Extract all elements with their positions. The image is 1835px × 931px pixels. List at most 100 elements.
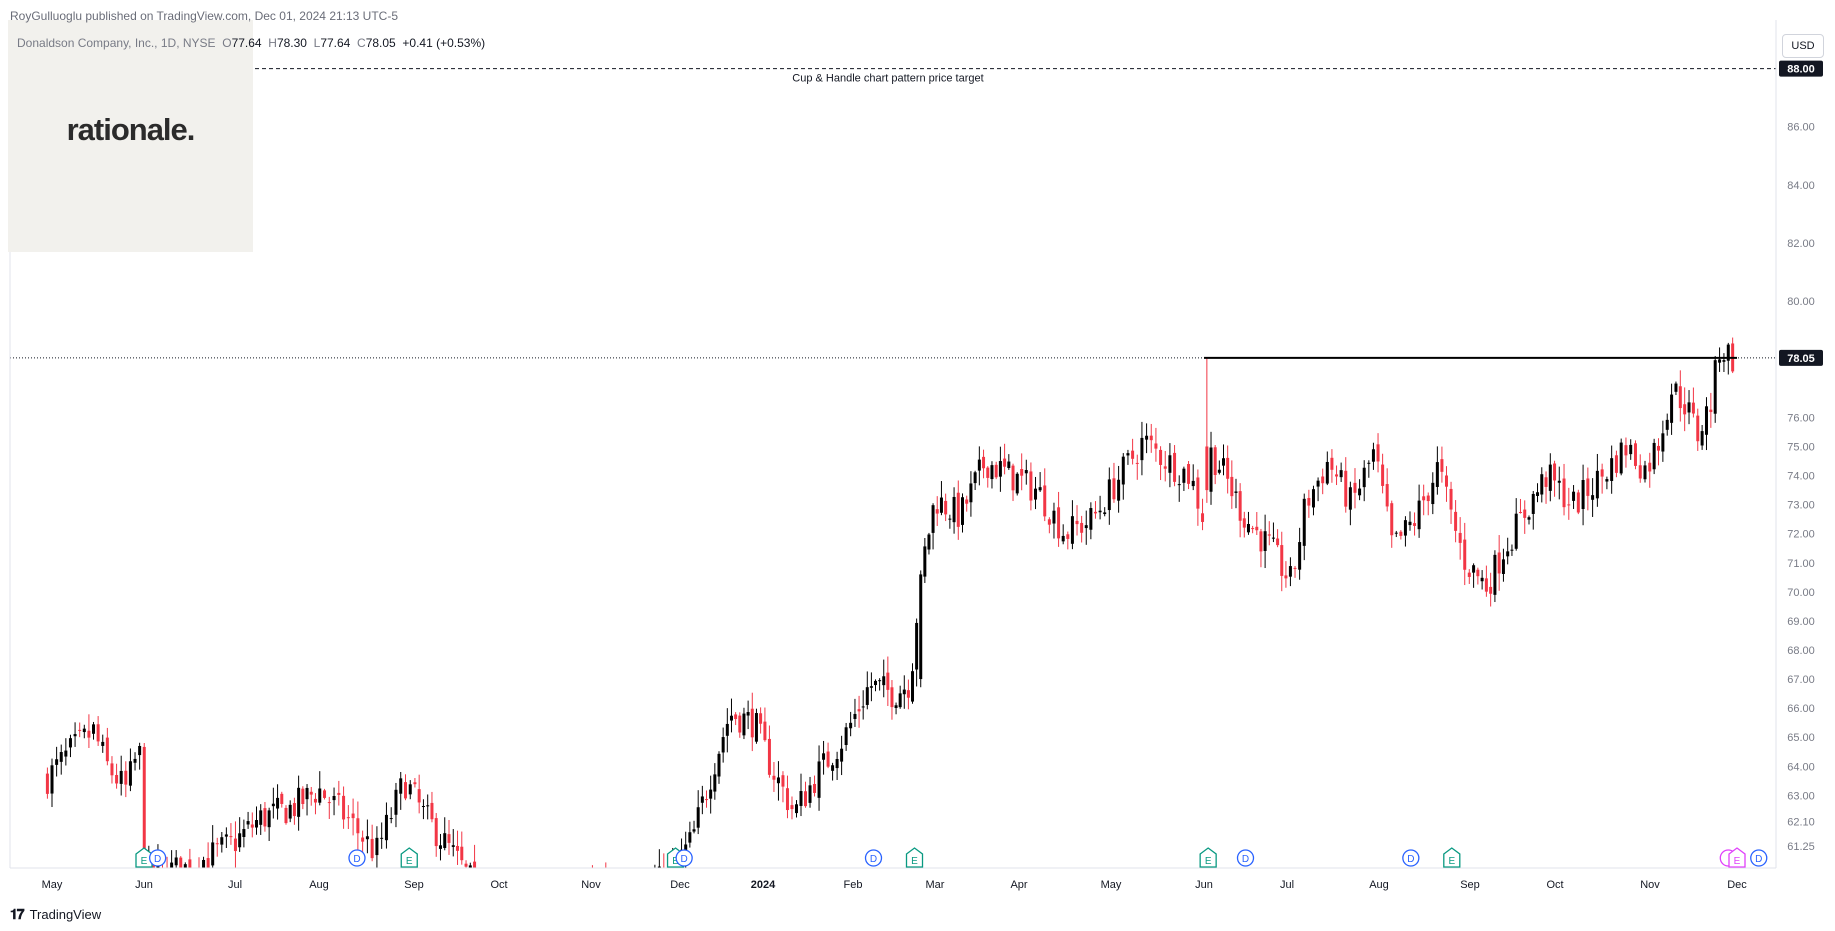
candle-body [365,836,369,840]
candle-body [531,905,534,926]
candle-body [609,883,612,895]
candle-body [477,877,480,902]
candle-body [1230,476,1234,497]
candle-body [170,862,174,868]
candle-body [1591,495,1595,500]
candle-body [894,705,898,708]
time-tick-label: Nov [1640,879,1660,891]
candle-body [1718,359,1722,363]
candle-body [394,789,398,815]
candle-body [1670,394,1674,423]
candle-body [559,903,562,904]
candle-body [640,905,643,912]
candle-body [1335,474,1339,477]
dividend-marker-icon [675,849,693,867]
candle-body [1117,479,1121,501]
candle-body [1182,468,1186,483]
candle-body [923,546,927,577]
candle-body [399,778,403,794]
candle-body [790,805,794,810]
candle-body [1267,534,1271,536]
candle-body [486,914,489,915]
candle-body [92,724,96,734]
candle-body [1444,475,1448,487]
candle-body [1540,474,1544,495]
candle-body [133,758,137,763]
candle-body [700,796,704,803]
candle-body [1191,480,1195,487]
candle-body [799,791,803,806]
candle-body [1242,518,1246,528]
candle-body [627,901,630,905]
candle-body [1316,480,1320,487]
candle-body [857,709,861,712]
high-value: 78.30 [276,36,307,50]
candle-body [1726,344,1730,361]
candle-body [965,499,969,504]
candle-body [1205,446,1209,491]
candle-body [853,713,857,719]
dividend-marker-label: D [681,854,688,865]
published-info: RoyGulluoglu published on TradingView.co… [10,9,399,23]
open-value: 77.64 [231,36,262,50]
candle-body [224,834,228,837]
candle-body [64,750,68,757]
candle-body [1722,360,1726,362]
candle-body [202,859,206,868]
candle-body [101,741,105,746]
candle-body [337,792,341,795]
candle-body [138,745,142,756]
candle-body [705,799,709,801]
candle-body [124,770,128,785]
candle-body [115,774,119,784]
candle-body [948,518,952,520]
candle-body [73,734,77,737]
candle-body [1098,510,1102,513]
candle-body [460,846,464,861]
candle-body [536,909,539,929]
candle-body [517,915,520,920]
time-axis[interactable]: May Jun Jul Aug Sep Oct Nov Dec 2024 Feb Mar Apr May… [9,20,1776,891]
time-tick-label: Oct [1546,879,1563,891]
candle-body [1652,442,1656,470]
candle-body [865,687,869,705]
candle-body [1527,517,1531,520]
candle-body [1458,532,1462,543]
price-tick-label: 73.00 [1787,500,1815,512]
symbol-legend[interactable]: Donaldson Company, Inc., 1D, NYSE O77.64… [17,36,485,50]
price-tick-label: 75.00 [1787,442,1815,454]
candle-body [1562,478,1566,508]
candle-body [662,869,665,892]
close-value: 78.05 [365,36,396,50]
currency-button[interactable]: USD [1782,34,1824,58]
candle-body [447,834,451,843]
candle-body [1038,487,1042,491]
candle-body [759,713,763,724]
candle-body [1435,462,1439,487]
price-tick-label: 86.00 [1787,122,1815,134]
candle-body [430,802,434,820]
price-tick-label: 64.00 [1787,761,1815,773]
candle-body [1633,443,1637,466]
candle-body [717,753,721,777]
candle-body [644,887,647,905]
candle-body [844,727,848,746]
candle-body [1271,537,1275,539]
candle-body [1687,402,1691,413]
dividend-marker-icon [1402,849,1420,867]
time-tick-label: Jun [135,879,153,891]
candle-body [886,672,890,690]
earnings-marker-label: E [1205,856,1212,867]
candle-body [482,904,485,909]
footer-brand[interactable]: 𝟏𝟕 TradingView [10,906,101,923]
time-tick-label: Mar [926,879,945,891]
change-value: +0.41 (+0.53%) [402,36,486,50]
candle-body [878,680,882,682]
candle-body [688,832,692,843]
price-axis[interactable]: 88.00 86.00 84.00 82.00 80.00 78.05 76.00 75.00… [1775,20,1823,868]
candle-body [604,879,607,884]
dividend-marker-icon [348,849,366,867]
candle-body [1385,484,1389,507]
candle-body [822,753,826,760]
